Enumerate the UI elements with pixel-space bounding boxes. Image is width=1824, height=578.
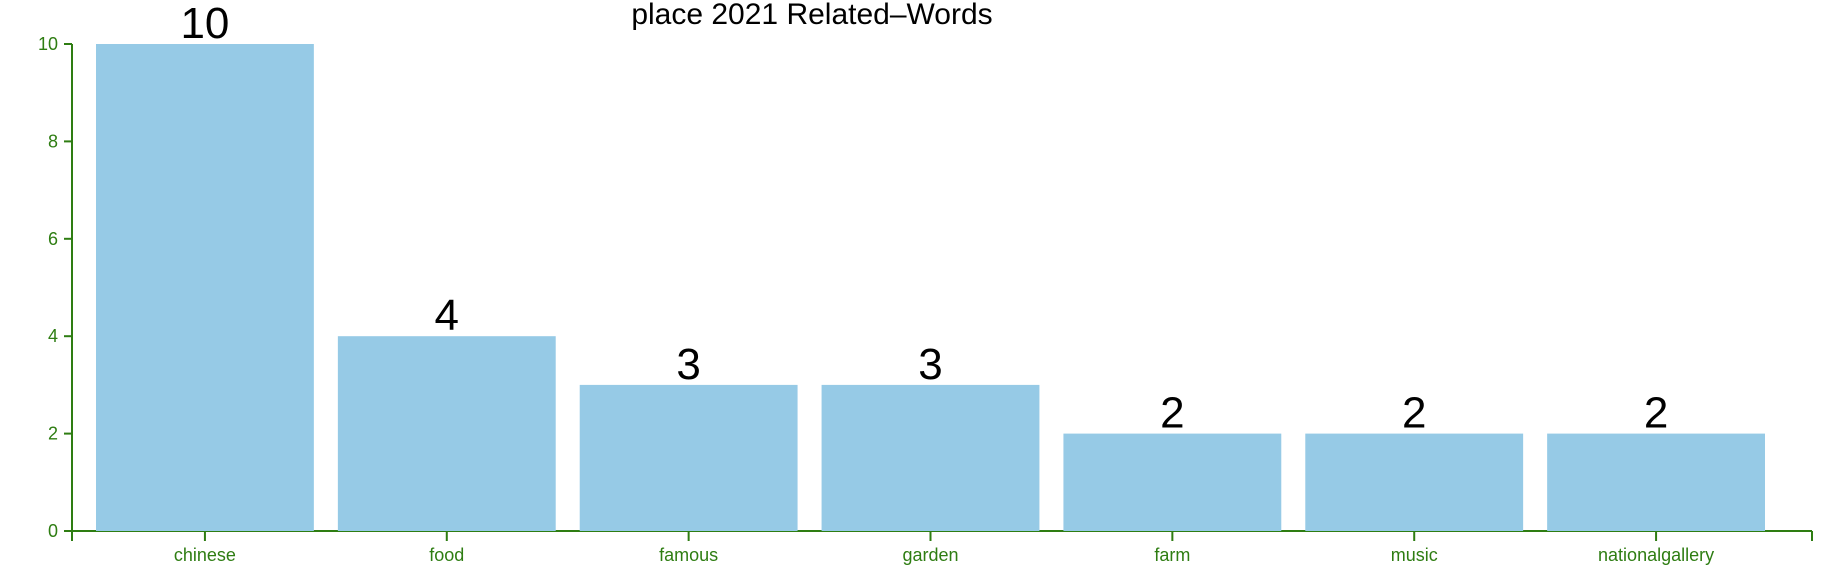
bar-value-label: 10	[180, 0, 229, 48]
y-tick-label: 10	[38, 34, 58, 54]
bar	[821, 384, 1040, 531]
bars	[96, 44, 1765, 531]
data-labels: 10 4 3 3 2 2 2	[180, 0, 1668, 438]
bar-value-label: 4	[435, 291, 459, 340]
x-axis: chinese food famous garden farm music national…	[71, 530, 1813, 565]
x-tick-label: food	[429, 545, 464, 565]
x-tick-label: nationalgallery	[1598, 545, 1714, 565]
chart-title: place 2021 Related–Words	[631, 0, 992, 31]
y-tick-label: 0	[48, 521, 58, 541]
bar	[1063, 433, 1282, 531]
bar	[96, 44, 314, 531]
y-tick-label: 8	[48, 131, 58, 151]
y-tick-label: 2	[48, 424, 58, 444]
bar-value-label: 2	[1402, 389, 1426, 438]
y-tick-label: 4	[48, 326, 58, 346]
y-tick-label: 6	[48, 229, 58, 249]
x-tick-label: chinese	[174, 545, 236, 565]
x-tick-label: garden	[902, 545, 958, 565]
bar-value-label: 3	[918, 340, 942, 389]
bar-value-label: 2	[1644, 389, 1668, 438]
x-tick-label: music	[1391, 545, 1438, 565]
bar	[579, 384, 798, 531]
bar-value-label: 2	[1160, 389, 1184, 438]
x-tick-label: famous	[659, 545, 718, 565]
y-axis: 0 2 4 6 8 10	[38, 34, 73, 541]
bar-value-label: 3	[676, 340, 700, 389]
x-tick-label: farm	[1154, 545, 1190, 565]
bar	[1305, 433, 1524, 531]
bar	[1547, 433, 1765, 531]
bar	[337, 336, 556, 531]
